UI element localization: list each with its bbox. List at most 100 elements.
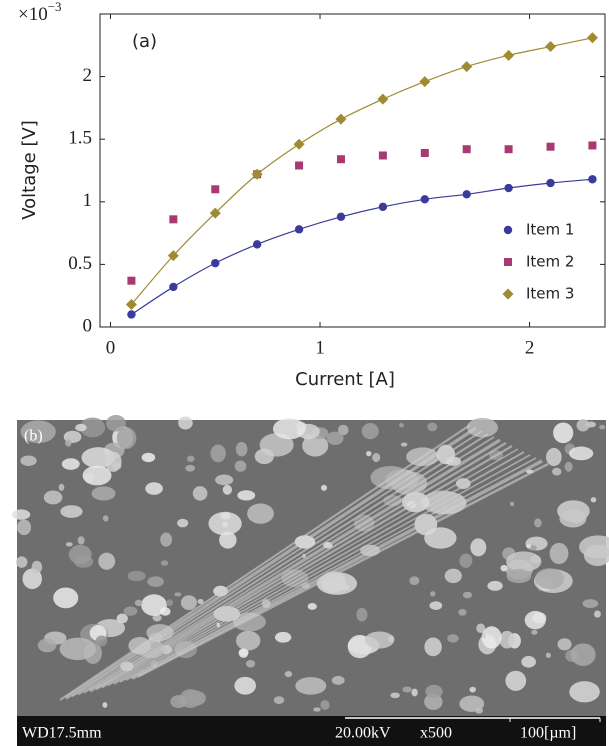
sem-grain [462,591,473,599]
point [377,93,389,105]
sem-grain [20,455,37,466]
sem-grain [390,692,400,699]
sem-grain [170,695,187,708]
sem-scale: 100[µm] [520,725,576,742]
point [586,32,598,44]
sem-grain [275,631,292,643]
sem-grain [95,635,108,647]
sem-grain [17,519,32,536]
sem-grain [247,503,274,524]
sem-grain [192,486,208,501]
sem-grain [320,484,328,491]
sem-grain [568,446,594,461]
point [336,212,346,222]
sem-grain [235,442,248,457]
sem-grain [510,501,515,507]
sem-grain [582,599,599,609]
sem-grain [106,415,126,432]
sem-grain [569,681,600,703]
sem-grain [411,688,418,697]
sem-rod [131,459,543,680]
sem-grain [219,531,237,549]
sem-rod [59,424,471,701]
fit-line [131,178,593,315]
sem-grain [20,420,56,444]
sem-rod [95,441,507,691]
sem-grain [476,623,486,634]
sem-grain [444,568,462,584]
sem-grain [215,474,234,486]
sem-rod [113,451,525,685]
sem-grain [326,431,344,445]
sem-grain [134,599,143,607]
point [504,183,513,193]
sem-grain [59,637,97,661]
sem-grain [466,417,499,438]
point [461,61,473,73]
panel-label: (a) [132,31,157,52]
sem-grain [337,424,349,436]
sem-grain [234,676,257,695]
sem-grain [307,602,317,610]
x-tick-label: 0 [106,337,116,358]
sem-grain [499,630,515,649]
sem-grain [11,509,31,520]
legend-label: Item 1 [526,221,574,239]
sem-grain [245,659,256,668]
sem-grain [372,453,381,463]
point [251,168,263,180]
sem-grain [526,543,532,549]
sem-grain [469,686,477,693]
sem-grain [505,670,527,691]
sem-rod [101,445,513,689]
sem-grain [564,461,573,472]
point [127,276,136,285]
sem-info-bar [17,716,606,746]
sem-grain [123,606,138,616]
sem-grain [424,693,443,710]
sem-rod [83,436,495,694]
sem-grain [160,560,169,566]
x-tick-label: 2 [525,337,535,358]
sem-grain [53,587,79,609]
sem-grain [599,424,606,430]
point [588,141,597,150]
sem-grain [16,556,28,568]
sem-grain [75,423,87,432]
sem-grain [174,592,182,597]
sem-grain [178,416,193,430]
sem-rod [77,433,489,696]
sem-grain [361,422,379,440]
sem-grain [506,551,542,572]
sem-grain [430,591,436,597]
point [462,145,471,154]
plot-frame [99,13,606,328]
y-tick-label: 1 [83,190,93,211]
point [252,240,262,249]
sem-rod [125,457,537,681]
sem-grain [459,695,485,712]
sem-grain [71,459,79,464]
sem-grain [254,448,274,465]
sem-grain [590,497,597,503]
y-scale-base: ×10 [18,4,48,25]
sem-grain [331,675,345,685]
sem-grain [273,696,285,705]
legend-label: Item 2 [526,253,574,271]
sem-grain [427,422,438,432]
legend-marker [504,258,512,266]
sem-grain [43,490,63,505]
sem-grain [65,542,73,547]
sem-grain [313,707,321,712]
point [209,207,221,219]
sem-grain [116,427,137,449]
point [336,155,345,164]
legend-label: Item 3 [526,285,574,303]
sem-grain [424,637,442,657]
point [169,282,178,292]
sem-grain [102,702,108,708]
sem-grain [31,560,43,574]
sem-grain [284,670,293,678]
point [588,175,597,184]
